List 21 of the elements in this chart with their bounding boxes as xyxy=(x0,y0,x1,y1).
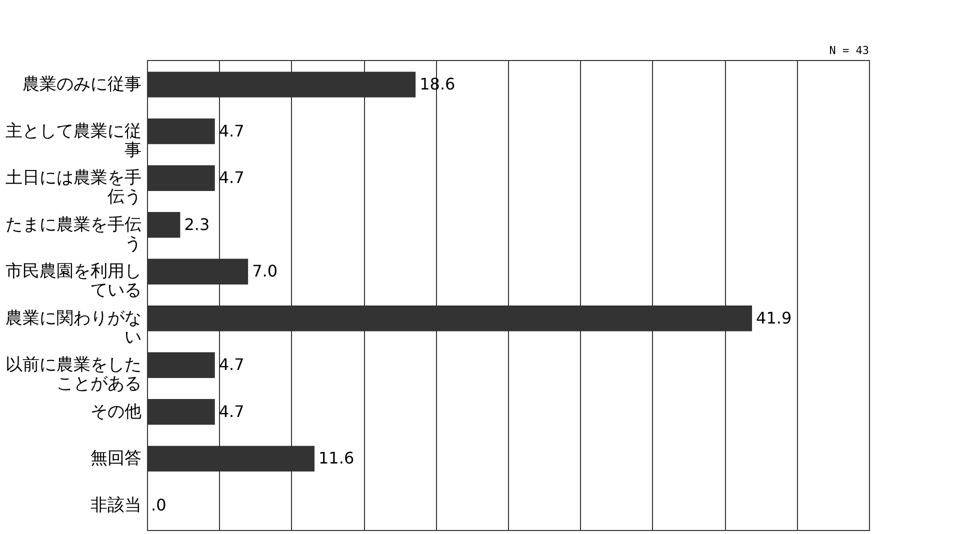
bar xyxy=(147,352,215,378)
y-tick-label: たまに農業を手伝う xyxy=(6,214,142,254)
y-tick-label: 農業に関わりがない xyxy=(6,308,142,348)
y-tick-label: 土日には農業を手伝う xyxy=(6,168,142,208)
bar xyxy=(147,212,180,238)
text: N = 43 xyxy=(829,44,869,57)
data-label: .0 xyxy=(151,495,166,514)
y-tick-label: 市民農園を利用している xyxy=(6,262,142,301)
bar xyxy=(147,399,215,425)
y-tick-label: 以前に農業をしたことがある xyxy=(6,355,142,394)
bar xyxy=(147,118,215,144)
data-label: 2.3 xyxy=(184,214,210,234)
y-tick-label: 主として農業に従事 xyxy=(6,121,142,160)
y-tick-label: 無回答 xyxy=(90,448,142,469)
data-label: 11.6 xyxy=(318,448,354,468)
y-tick-label: 農業のみに従事 xyxy=(22,74,142,95)
bar xyxy=(147,165,215,191)
y-tick-label: 非該当 xyxy=(90,495,142,516)
data-label: 7.0 xyxy=(252,262,278,281)
data-label: 41.9 xyxy=(756,308,792,328)
y-tick-label: その他 xyxy=(90,402,142,422)
